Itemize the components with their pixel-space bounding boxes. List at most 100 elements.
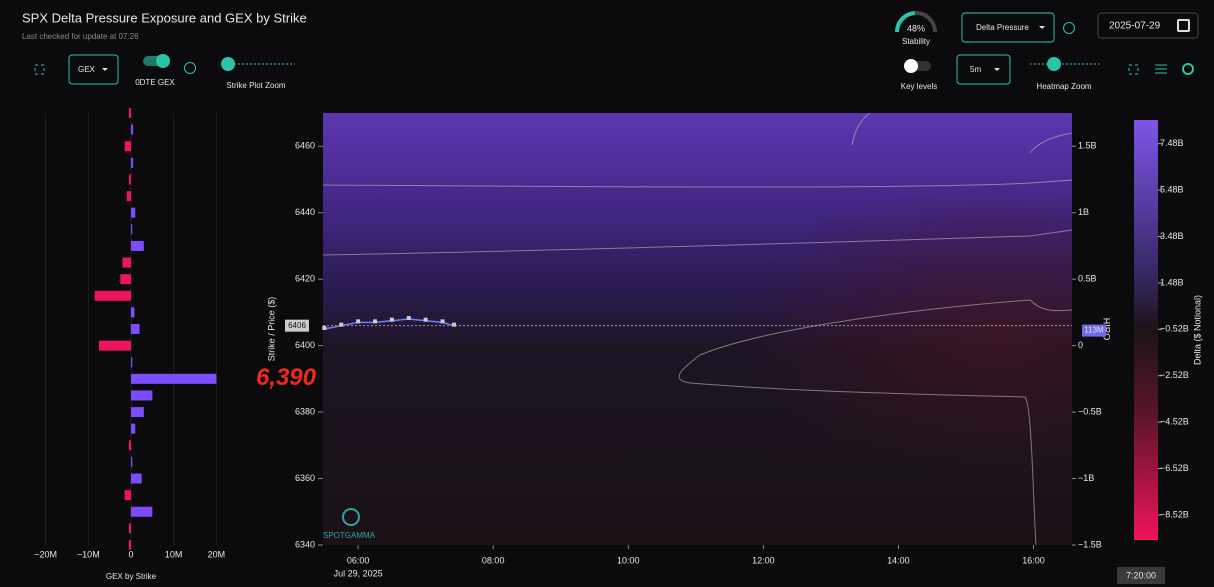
x-tick-label: −20M	[34, 549, 57, 559]
interval-text: 5m	[970, 65, 981, 74]
info-icon[interactable]	[184, 62, 196, 74]
info-icon[interactable]	[1063, 22, 1075, 34]
colorbar-tick-label: 5.48B	[1160, 184, 1184, 194]
y2-tick-label: −1.5B	[1078, 539, 1102, 549]
gex-bar	[131, 207, 136, 218]
interval-select[interactable]	[956, 54, 1011, 85]
y2-tick-label: −0.5B	[1078, 406, 1102, 416]
y2-tick-label: −1B	[1078, 473, 1094, 483]
heatmap-zoom-label: Heatmap Zoom	[1036, 82, 1091, 91]
gex-bar	[124, 490, 131, 501]
theme-icon[interactable]	[1182, 63, 1194, 75]
view-select[interactable]	[961, 12, 1055, 43]
candle	[452, 322, 457, 327]
contour	[322, 179, 1073, 188]
caret	[102, 68, 108, 71]
gex-bar	[131, 506, 153, 517]
key-levels-label: Key levels	[901, 82, 937, 91]
price-badge	[285, 319, 309, 332]
expand-icon[interactable]	[34, 64, 45, 75]
caret	[994, 68, 1000, 71]
x-tick-label: 14:00	[887, 555, 910, 565]
colorbar-tick-label: 1.48B	[1160, 277, 1184, 287]
stability-value: 48%	[907, 23, 925, 33]
brand-logo	[342, 508, 360, 526]
caret	[1039, 26, 1045, 29]
gex-bar	[131, 224, 133, 235]
strike-annotation: 6,390	[256, 364, 317, 391]
gauge-value	[895, 11, 916, 33]
gex-bar	[128, 174, 131, 185]
colorbar-label: Delta ($ Notional)	[1192, 295, 1202, 365]
y-tick-label: 6460	[295, 141, 315, 151]
x-tick-label: 20M	[208, 549, 226, 559]
gex-bar	[131, 456, 133, 467]
hiro-badge	[1082, 324, 1106, 337]
gex-bar	[98, 340, 131, 351]
x-tick-label: 08:00	[482, 555, 505, 565]
x-tick-label: −10M	[77, 549, 100, 559]
candle	[373, 319, 378, 324]
x-tick-label: 16:00	[1022, 555, 1045, 565]
x-axis-label: GEX by Strike	[106, 572, 157, 581]
y2-axis-label: HIRO	[1102, 318, 1112, 341]
candle	[423, 317, 428, 322]
gex-bar	[131, 324, 140, 334]
gex-bar	[131, 124, 134, 135]
price-badge-text: 6406	[288, 321, 306, 330]
gex-bar	[120, 274, 131, 285]
gex-bar	[131, 357, 133, 368]
settings-icon[interactable]	[1155, 64, 1167, 74]
subtitle: Last checked for update at 07:26	[22, 32, 139, 41]
colorbar-tick-label: −4.52B	[1160, 416, 1189, 426]
y-tick-label: 6400	[295, 340, 315, 350]
time-button-text: 7:20:00	[1126, 570, 1156, 580]
x-tick-label: 10:00	[617, 555, 640, 565]
y-axis-label: Strike / Price ($)	[266, 297, 276, 362]
view-select-text: Delta Pressure	[976, 23, 1029, 32]
gex-bar	[128, 440, 131, 451]
gex-bar	[131, 423, 136, 434]
y-tick-label: 6360	[295, 473, 315, 483]
colorbar-tick-label: −8.52B	[1160, 509, 1189, 519]
calendar-icon	[1177, 19, 1190, 32]
heatmap-shade	[323, 113, 1072, 545]
hiro-badge-text: 113M	[1084, 326, 1104, 335]
y-tick-label: 6340	[295, 539, 315, 549]
colorbar-tick-label: −0.52B	[1160, 324, 1189, 334]
candle	[356, 319, 361, 324]
date-text: 2025-07-29	[1109, 21, 1161, 32]
time-button[interactable]	[1117, 567, 1165, 584]
gex-bar	[131, 373, 217, 384]
x-tick-label: 06:00	[347, 555, 370, 565]
gex-select-text: GEX	[78, 65, 96, 74]
gex-bar	[122, 257, 131, 268]
colorbar-tick-label: 3.48B	[1160, 231, 1184, 241]
slider-knob[interactable]	[1047, 57, 1061, 71]
x-tick-label: 0	[128, 549, 133, 559]
contour	[322, 229, 1073, 256]
gex-bar	[128, 540, 131, 550]
gex-bar	[131, 307, 135, 318]
gex-select[interactable]	[68, 54, 119, 85]
gex-bar	[128, 108, 131, 118]
stability-label: Stability	[902, 37, 930, 46]
colorbar-tick-label: −2.52B	[1160, 370, 1189, 380]
date-picker[interactable]	[1097, 12, 1199, 39]
slider-knob[interactable]	[221, 57, 235, 71]
toggle-knob	[904, 59, 918, 73]
odte-label: 0DTE GEX	[135, 78, 175, 87]
y-tick-label: 6440	[295, 207, 315, 217]
brand: SPOTGAMMA	[323, 531, 376, 540]
y-tick-label: 6420	[295, 274, 315, 284]
contour	[851, 112, 1073, 154]
colorbar-tick-label: −6.52B	[1160, 463, 1189, 473]
x-tick-label: 10M	[165, 549, 183, 559]
strike-zoom-label: Strike Plot Zoom	[226, 81, 285, 90]
gex-bar	[131, 157, 134, 168]
y2-tick-label: 0	[1078, 340, 1083, 350]
title: SPX Delta Pressure Exposure and GEX by S…	[22, 10, 307, 25]
toggle-knob	[156, 54, 170, 68]
expand-icon[interactable]	[1128, 64, 1139, 75]
